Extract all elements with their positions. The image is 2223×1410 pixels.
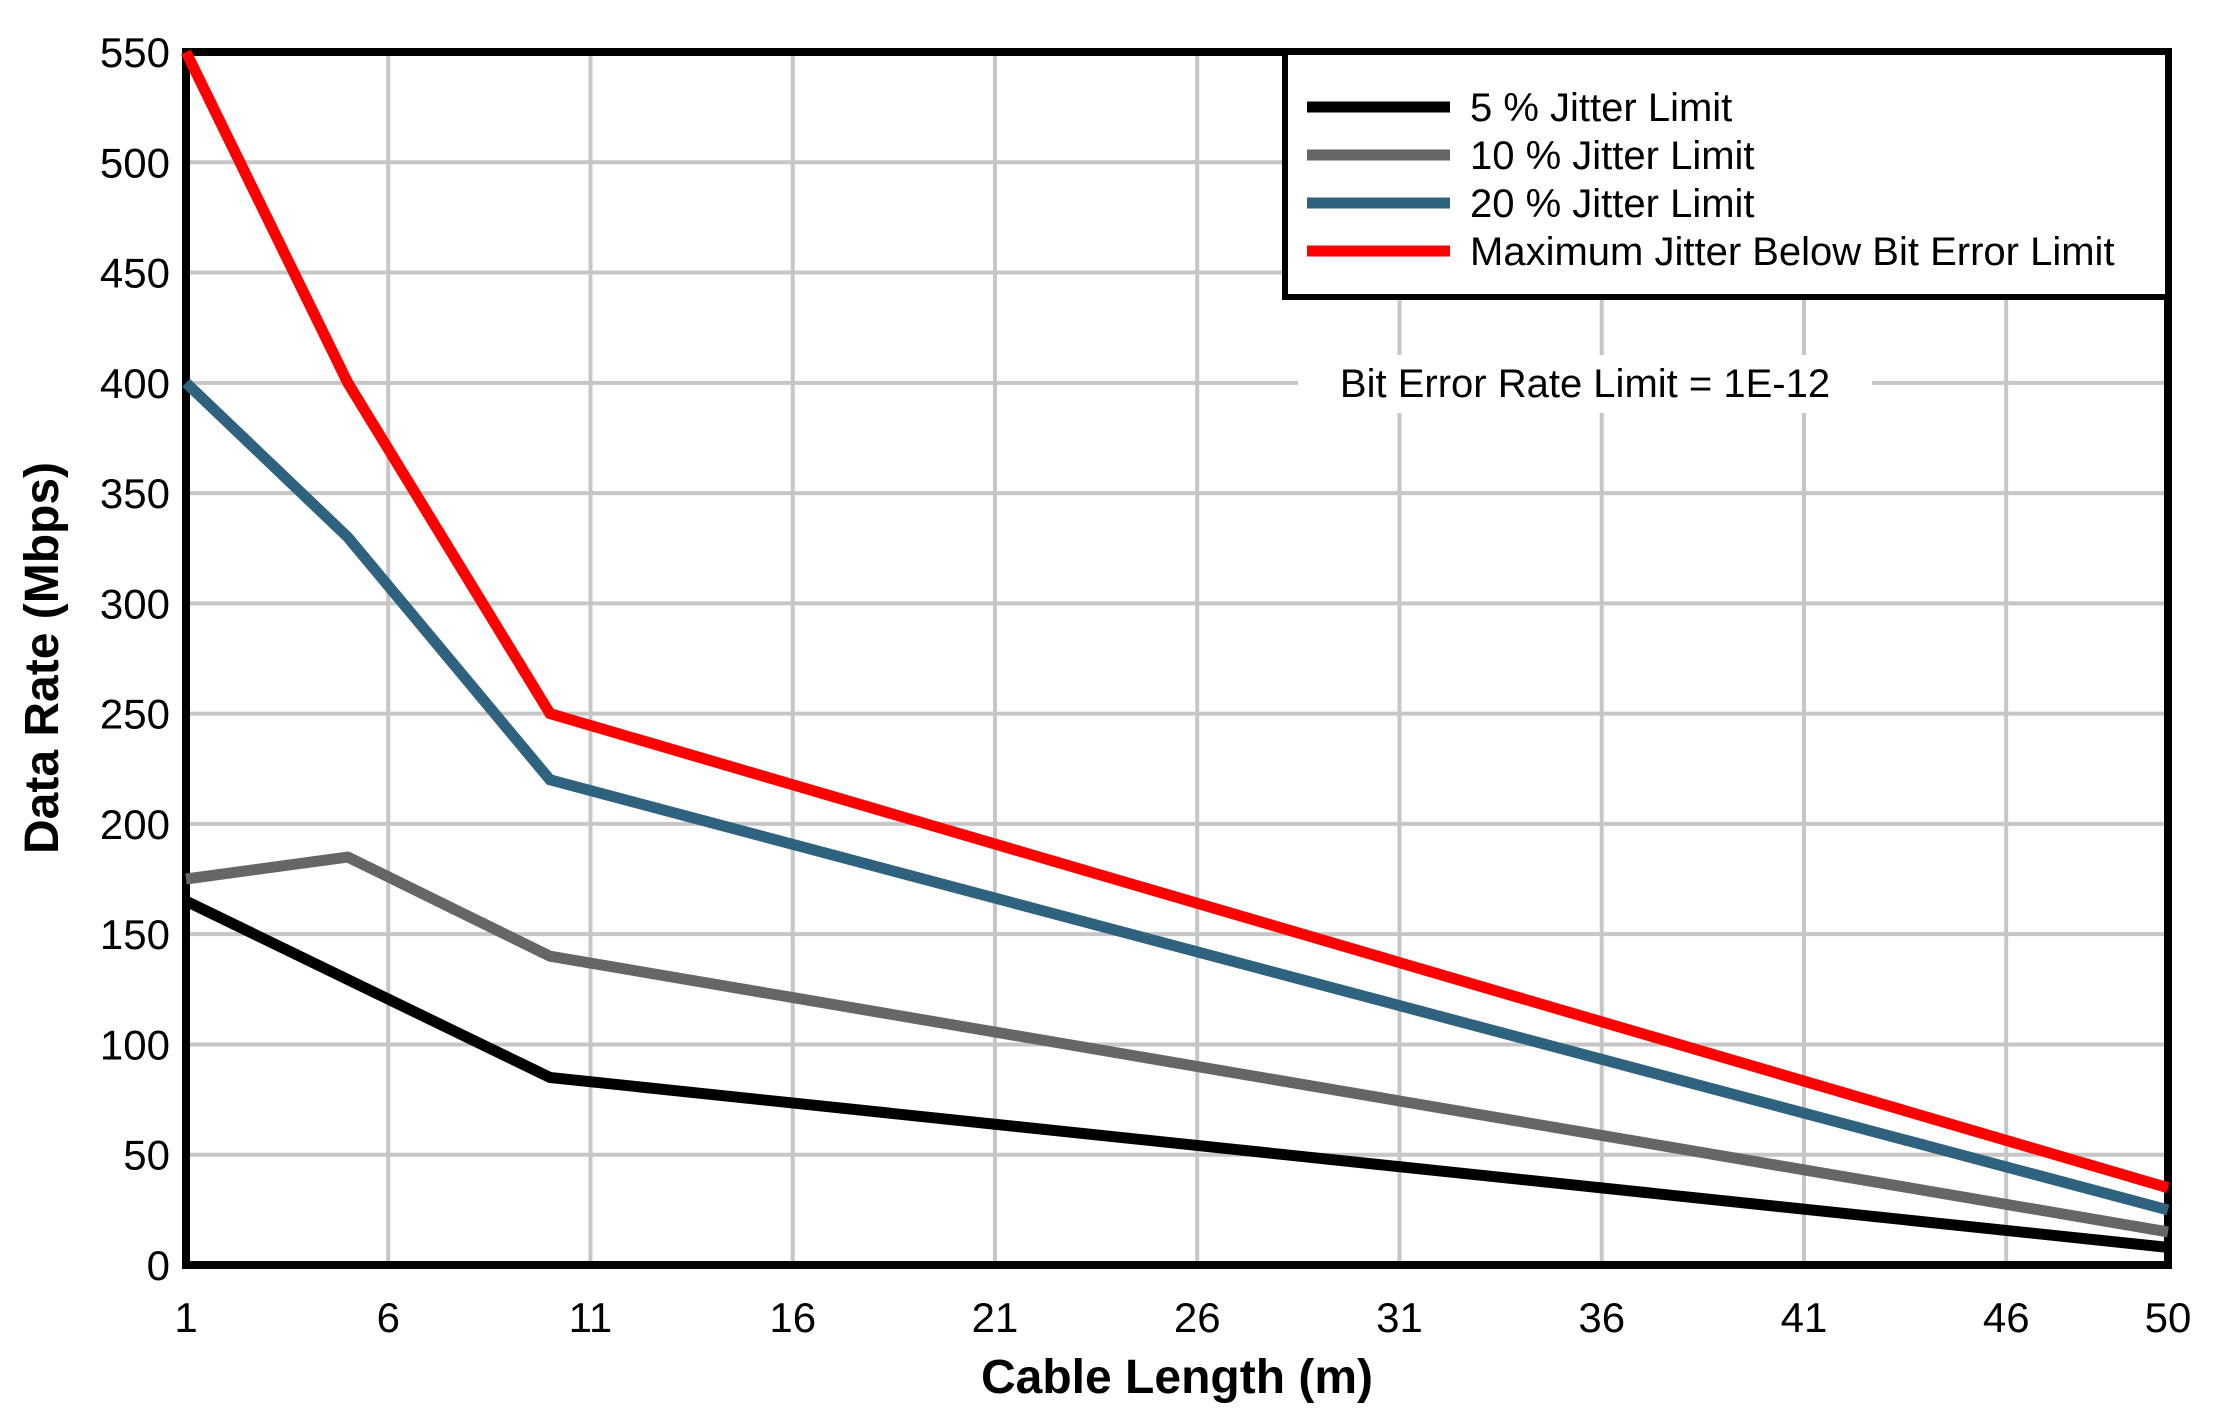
legend-item-label: 5 % Jitter Limit: [1470, 86, 1732, 130]
y-tick-label: 350: [100, 470, 170, 517]
x-tick-label: 46: [1983, 1294, 2030, 1341]
x-tick-label: 6: [377, 1294, 400, 1341]
series-line-3: [182, 378, 2170, 1216]
series-line-2: [185, 851, 2169, 1238]
series-line-1: [183, 896, 2169, 1253]
y-tick-label: 50: [123, 1132, 170, 1179]
y-axis-title: Data Rate (Mbps): [16, 462, 69, 854]
x-tick-label: 26: [1174, 1294, 1221, 1341]
legend-item-label: Maximum Jitter Below Bit Error Limit: [1470, 230, 2115, 274]
y-tick-label: 400: [100, 360, 170, 407]
annotation-text: Bit Error Rate Limit = 1E-12: [1340, 362, 1830, 406]
x-tick-label: 11: [569, 1294, 613, 1341]
x-tick-label: 50: [2145, 1294, 2192, 1341]
x-tick-label: 36: [1578, 1294, 1625, 1341]
x-tick-label: 1: [174, 1294, 197, 1341]
plot-border: [182, 48, 2172, 1269]
x-tick-label: 41: [1781, 1294, 1828, 1341]
y-tick-label: 200: [100, 801, 170, 848]
x-tick-label: 21: [972, 1294, 1019, 1341]
series-lines: [181, 49, 2170, 1253]
annotation-background: [1298, 355, 1872, 413]
y-tick-label: 150: [100, 911, 170, 958]
x-tick-label: 31: [1376, 1294, 1423, 1341]
legend-item-label: 20 % Jitter Limit: [1470, 182, 1755, 226]
y-tick-label: 550: [100, 29, 170, 76]
y-tick-label: 250: [100, 691, 170, 738]
y-tick-label: 500: [100, 139, 170, 186]
y-tick-label: 300: [100, 580, 170, 627]
y-tick-label: 0: [147, 1242, 170, 1289]
x-tick-label: 16: [769, 1294, 816, 1341]
legend-item-label: 10 % Jitter Limit: [1470, 134, 1755, 178]
y-tick-label: 450: [100, 250, 170, 297]
y-tick-label: 100: [100, 1021, 170, 1068]
series-line-4: [181, 49, 2170, 1194]
x-axis-title: Cable Length (m): [981, 1351, 1373, 1404]
